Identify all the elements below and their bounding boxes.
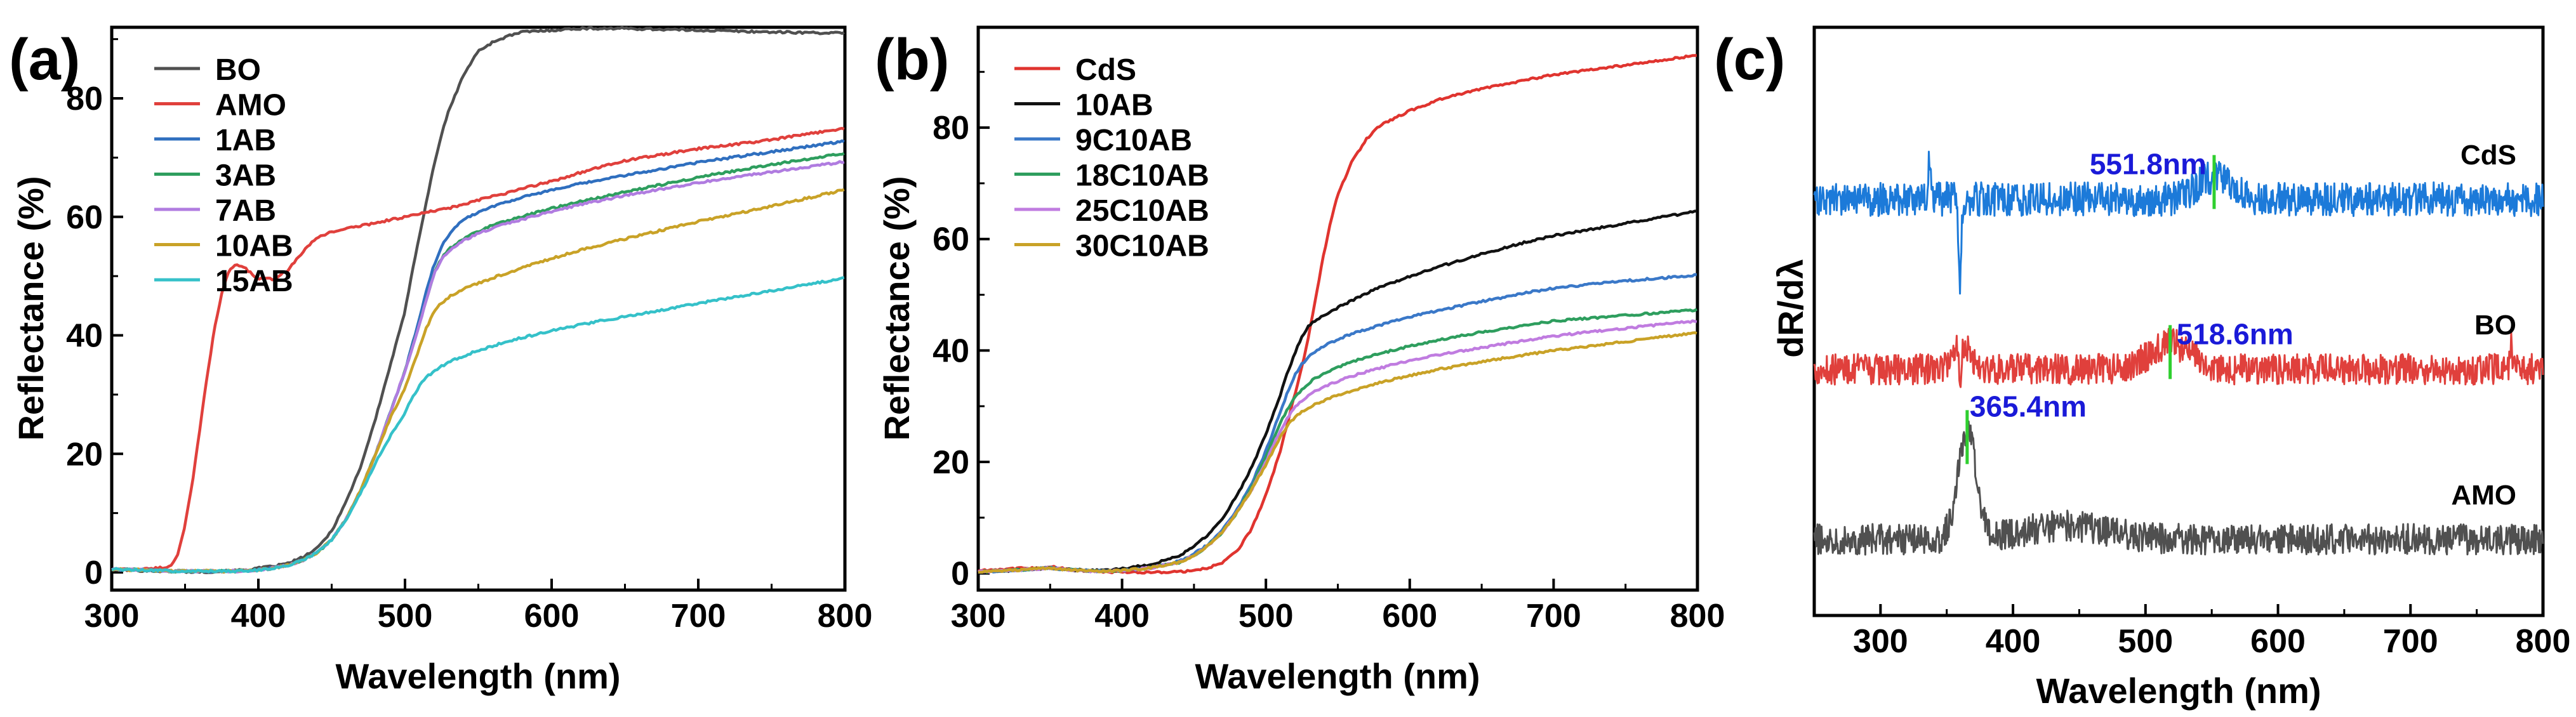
panel-a: (a) 300 400 500 600 700 800 0 20 40 60 80 BOAMO1AB… [9,25,873,696]
x-axis-title-a: Wavelength (nm) [335,656,620,696]
legend-label: AMO [215,89,286,122]
x-tick-label: 600 [1382,598,1437,635]
x-tick-label: 300 [951,598,1006,635]
peak-label: 518.6nm [2177,317,2294,350]
y-tick-label: 80 [66,81,103,117]
legend-label: CdS [1075,53,1136,87]
x-tick-label: 400 [231,598,286,635]
panel-c: (c) 300 400 500 600 700 800 551.8nm CdS 518.6nm… [1714,25,2571,711]
peak-label: 551.8nm [2090,147,2207,180]
x-tick-label: 700 [2383,623,2438,660]
x-tick-label: 500 [2118,623,2173,660]
legend-label: 7AB [215,194,276,228]
y-tick-label: 0 [84,555,103,591]
derivative-line-cds [1813,150,2544,295]
x-tick-label: 400 [1094,598,1150,635]
series-line-amo [111,126,845,572]
legend-label: 25C10AB [1075,194,1209,228]
plot-frame-c [1812,25,2545,617]
y-axis-title-b: Reflectance (%) [877,176,917,440]
y-tick-label: 0 [951,556,969,593]
series-line-10ab [977,209,1697,574]
y-tick-label: 80 [933,110,969,147]
series-name-label: CdS [2460,140,2516,171]
x-axis-title-c: Wavelength (nm) [2036,671,2321,711]
series-line-30c10ab [978,331,1697,574]
y-axis-title-c: dR/dλ [1770,259,1810,358]
panel-label-c: (c) [1714,27,1785,92]
ticks-b: 300 400 500 600 700 800 0 20 40 60 80 [933,70,1725,635]
y-tick-label: 40 [933,332,969,369]
series-line-25c10ab [977,319,1697,574]
derivative-line-bo [1813,327,2544,388]
legend-label: 3AB [215,159,276,193]
x-tick-label: 600 [524,598,580,635]
panel-label-a: (a) [9,27,80,92]
legend-label: 10AB [215,230,293,263]
y-tick-label: 60 [933,221,969,258]
legend-label: BO [215,53,261,87]
series-line-15ab [111,276,845,574]
x-tick-label: 600 [2250,623,2306,660]
legend-label: 9C10AB [1075,124,1192,157]
x-tick-label: 400 [1986,623,2041,660]
series-name-label: BO [2474,310,2516,341]
x-tick-label: 800 [2516,623,2571,660]
curves-b [977,53,1698,575]
panel-label-b: (b) [875,27,949,92]
x-axis-title-b: Wavelength (nm) [1195,656,1480,696]
x-tick-label: 300 [1853,623,1908,660]
x-tick-label: 700 [671,598,726,635]
x-tick-label: 500 [1238,598,1294,635]
panel-b: (b) 300 400 500 600 700 800 0 20 40 60 80 CdS10AB9… [875,25,1725,696]
peak-label: 365.4nm [1970,390,2087,423]
legend-label: 1AB [215,124,276,157]
labels-c: 551.8nm CdS 518.6nm BO 365.4nm AMO [1965,140,2516,511]
ticks-c: 300 400 500 600 700 800 [1813,604,2571,660]
curves-a [111,25,845,574]
y-tick-label: 60 [66,199,103,236]
legend-label: 10AB [1075,89,1153,122]
legend-label: 15AB [215,265,293,298]
series-line-18c10ab [978,308,1698,574]
derivative-line-amo [1813,420,2544,556]
y-tick-label: 20 [933,444,969,481]
x-tick-label: 500 [378,598,433,635]
x-tick-label: 800 [1670,598,1725,635]
series-name-label: AMO [2451,480,2516,511]
y-tick-label: 40 [66,318,103,355]
curves-c [1813,150,2544,556]
y-axis-title-a: Reflectance (%) [11,176,51,440]
y-tick-label: 20 [66,436,103,473]
x-tick-label: 800 [818,598,873,635]
x-tick-label: 700 [1526,598,1581,635]
x-tick-label: 300 [84,598,140,635]
ticks-a: 300 400 500 600 700 800 0 20 40 60 80 [66,38,873,635]
legend-label: 18C10AB [1075,159,1209,193]
legend-label: 30C10AB [1075,230,1209,263]
